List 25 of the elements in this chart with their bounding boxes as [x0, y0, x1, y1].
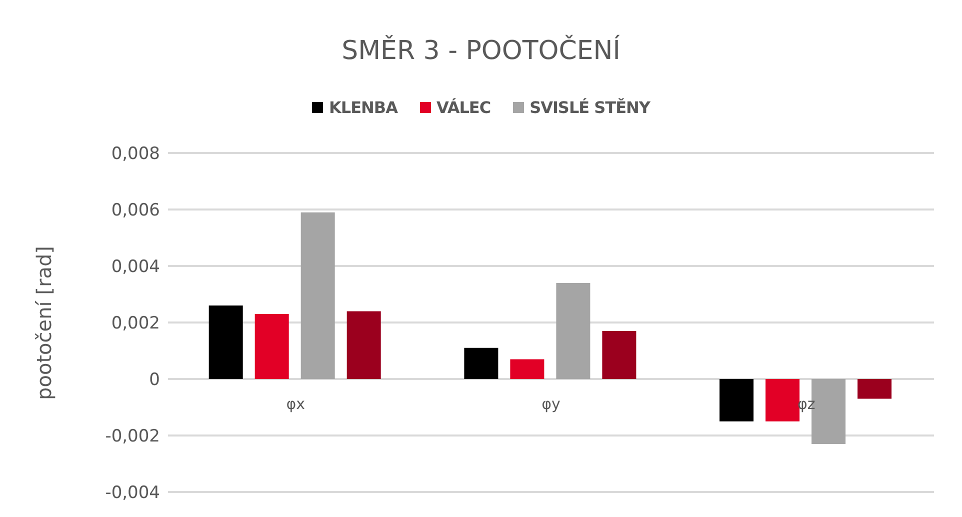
bar	[858, 379, 892, 399]
bar	[254, 314, 289, 379]
legend-label: VÁLEC	[436, 98, 491, 117]
legend-label: SVISLÉ STĚNY	[528, 98, 650, 117]
y-axis-title: pootočení [rad]	[32, 246, 56, 400]
y-tick-label: 0	[149, 370, 160, 390]
y-tick-label: 0,006	[111, 200, 160, 221]
bar	[346, 311, 381, 379]
x-tick-label: φx	[286, 395, 306, 413]
chart-title: SMĚR 3 - POOTOČENÍ	[340, 36, 622, 66]
y-tick-label: 0,004	[111, 257, 160, 278]
bar	[556, 282, 590, 379]
bar	[208, 306, 243, 379]
bar	[766, 379, 800, 422]
y-tick-label: 0,002	[111, 314, 160, 334]
y-tick-label: -0,002	[105, 426, 160, 447]
y-tick-label: -0,004	[105, 483, 160, 504]
bar	[602, 330, 636, 379]
y-tick-label: 0,008	[111, 144, 160, 164]
bar	[720, 379, 754, 422]
bar	[510, 359, 544, 379]
x-tick-label: φy	[542, 395, 561, 413]
bar	[464, 348, 498, 379]
bar	[300, 212, 335, 379]
legend-label: KLENBA	[328, 98, 398, 117]
